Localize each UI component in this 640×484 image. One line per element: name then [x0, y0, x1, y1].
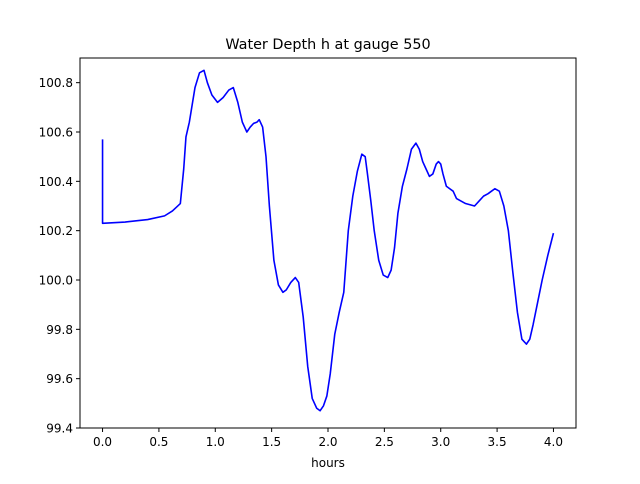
x-axis-label: hours: [311, 456, 345, 470]
chart-title: Water Depth h at gauge 550: [225, 37, 430, 53]
x-tick-label: 3.5: [488, 435, 507, 449]
axes-frame: [79, 57, 577, 429]
y-tick-label: 99.8: [46, 323, 73, 337]
x-tick-label: 4.0: [544, 435, 563, 449]
x-tick-label: 3.0: [431, 435, 450, 449]
x-axis-ticks: 0.0 0.5 1.0 1.5 2.0 2.5 3.0 3.5 4.0: [93, 428, 563, 449]
y-tick-label: 100.0: [39, 274, 73, 288]
y-tick-label: 99.4: [46, 422, 73, 436]
y-tick-label: 100.2: [39, 224, 73, 238]
series-line-0: [101, 69, 555, 412]
y-tick-label: 100.6: [39, 126, 73, 140]
x-tick-label: 1.5: [262, 435, 281, 449]
y-tick-label: 100.4: [39, 175, 73, 189]
y-tick-label: 99.6: [46, 372, 73, 386]
y-tick-label: 100.8: [39, 76, 73, 90]
x-tick-label: 2.0: [318, 435, 337, 449]
x-tick-label: 2.5: [375, 435, 394, 449]
x-tick-label: 0.0: [93, 435, 112, 449]
x-tick-label: 1.0: [206, 435, 225, 449]
y-axis-ticks: 99.4 99.6 99.8 100.0 100.2 100.4 100.6 100.8: [39, 76, 80, 436]
x-tick-label: 0.5: [149, 435, 168, 449]
plot-area: [101, 69, 555, 412]
